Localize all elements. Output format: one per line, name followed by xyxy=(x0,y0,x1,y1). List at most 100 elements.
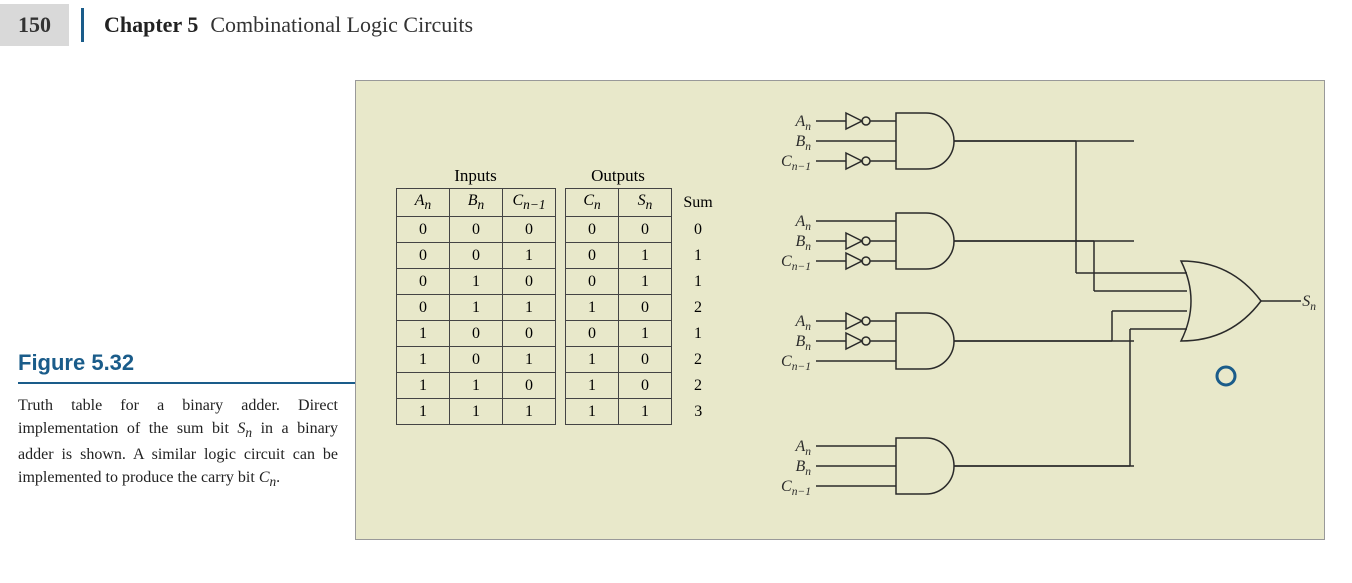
cell: 1 xyxy=(397,373,450,399)
cell: 0 xyxy=(450,321,503,347)
gap xyxy=(556,269,566,295)
svg-text:Bn: Bn xyxy=(795,233,811,253)
sum-cell: 2 xyxy=(672,373,725,399)
truth-table: AnBnCn−1CnSnSum 000000001011010011011102… xyxy=(396,188,725,425)
svg-text:Bn: Bn xyxy=(795,333,811,353)
cell: 0 xyxy=(619,295,672,321)
svg-text:An: An xyxy=(794,113,811,133)
cell: 0 xyxy=(397,269,450,295)
svg-text:Cn−1: Cn−1 xyxy=(781,353,811,373)
cell: 1 xyxy=(566,295,619,321)
cell: 1 xyxy=(619,321,672,347)
svg-text:An: An xyxy=(794,313,811,333)
table-row: 010011 xyxy=(397,269,725,295)
logic-circuit: AnBnCn−1AnBnCn−1AnBnCn−1AnBnCn−1Sn xyxy=(776,91,1316,531)
cell: 1 xyxy=(619,399,672,425)
cell: 1 xyxy=(397,347,450,373)
cell: 1 xyxy=(566,399,619,425)
col-header: Sn xyxy=(619,189,672,217)
cell: 0 xyxy=(450,347,503,373)
main-area: Figure 5.32 Truth table for a binary add… xyxy=(0,80,1325,540)
cell: 1 xyxy=(397,321,450,347)
sum-cell: 2 xyxy=(672,347,725,373)
gap xyxy=(556,217,566,243)
chapter-title: Combinational Logic Circuits xyxy=(210,12,473,38)
sum-cell: 1 xyxy=(672,321,725,347)
cell: 1 xyxy=(619,269,672,295)
svg-text:An: An xyxy=(794,438,811,458)
svg-text:Sn: Sn xyxy=(1302,293,1316,313)
svg-text:An: An xyxy=(794,213,811,233)
cell: 1 xyxy=(450,295,503,321)
cell: 0 xyxy=(450,217,503,243)
header-divider xyxy=(81,8,84,42)
sum-cell: 2 xyxy=(672,295,725,321)
cell: 0 xyxy=(450,243,503,269)
col-header: Cn xyxy=(566,189,619,217)
svg-text:Cn−1: Cn−1 xyxy=(781,153,811,173)
gap xyxy=(556,347,566,373)
gap xyxy=(556,399,566,425)
table-row: 001011 xyxy=(397,243,725,269)
col-header: Bn xyxy=(450,189,503,217)
table-row: 100011 xyxy=(397,321,725,347)
table-row: 000000 xyxy=(397,217,725,243)
table-row: 110102 xyxy=(397,373,725,399)
cell: 1 xyxy=(566,347,619,373)
svg-text:Cn−1: Cn−1 xyxy=(781,478,811,498)
cell: 0 xyxy=(619,217,672,243)
figure-label: Figure 5.32 xyxy=(18,350,355,376)
col-header: An xyxy=(397,189,450,217)
page-header: 150 Chapter 5 Combinational Logic Circui… xyxy=(0,0,1352,50)
cell: 0 xyxy=(503,269,556,295)
col-header: Cn−1 xyxy=(503,189,556,217)
gap xyxy=(556,295,566,321)
svg-text:Bn: Bn xyxy=(795,458,811,478)
truth-table-container: Inputs Outputs AnBnCn−1CnSnSum 000000001… xyxy=(396,166,725,425)
cell: 1 xyxy=(450,373,503,399)
gap xyxy=(556,189,566,217)
cell: 1 xyxy=(450,399,503,425)
cell: 0 xyxy=(503,217,556,243)
cell: 0 xyxy=(619,347,672,373)
svg-text:Cn−1: Cn−1 xyxy=(781,253,811,273)
page-number: 150 xyxy=(0,4,69,46)
sidebar: Figure 5.32 Truth table for a binary add… xyxy=(0,80,355,540)
truth-table-body: 0000000010110100110111021000111011021101… xyxy=(397,217,725,425)
cell: 1 xyxy=(503,295,556,321)
header-row: AnBnCn−1 CnSnSum xyxy=(397,189,725,217)
figure-box: Inputs Outputs AnBnCn−1CnSnSum 000000001… xyxy=(355,80,1325,540)
sum-header: Sum xyxy=(672,189,725,217)
cell: 1 xyxy=(503,243,556,269)
cell: 0 xyxy=(397,243,450,269)
sum-cell: 1 xyxy=(672,243,725,269)
cell: 1 xyxy=(566,373,619,399)
sum-cell: 1 xyxy=(672,269,725,295)
cell: 0 xyxy=(566,217,619,243)
figure-rule xyxy=(18,382,355,384)
cell: 0 xyxy=(619,373,672,399)
sum-cell: 0 xyxy=(672,217,725,243)
outputs-header: Outputs xyxy=(565,166,671,186)
cell: 0 xyxy=(566,243,619,269)
table-row: 011102 xyxy=(397,295,725,321)
gap xyxy=(556,321,566,347)
cell: 0 xyxy=(397,295,450,321)
figure-caption: Truth table for a binary adder. Direct i… xyxy=(18,394,338,491)
table-row: 111113 xyxy=(397,399,725,425)
cell: 1 xyxy=(450,269,503,295)
cell: 1 xyxy=(503,399,556,425)
cell: 0 xyxy=(566,321,619,347)
cell: 0 xyxy=(566,269,619,295)
table-row: 101102 xyxy=(397,347,725,373)
sum-cell: 3 xyxy=(672,399,725,425)
cell: 0 xyxy=(397,217,450,243)
cell: 1 xyxy=(619,243,672,269)
inputs-header: Inputs xyxy=(396,166,555,186)
gap xyxy=(556,373,566,399)
cell: 1 xyxy=(503,347,556,373)
gap xyxy=(556,243,566,269)
cell: 0 xyxy=(503,321,556,347)
svg-text:Bn: Bn xyxy=(795,133,811,153)
chapter-label: Chapter 5 xyxy=(104,12,198,38)
